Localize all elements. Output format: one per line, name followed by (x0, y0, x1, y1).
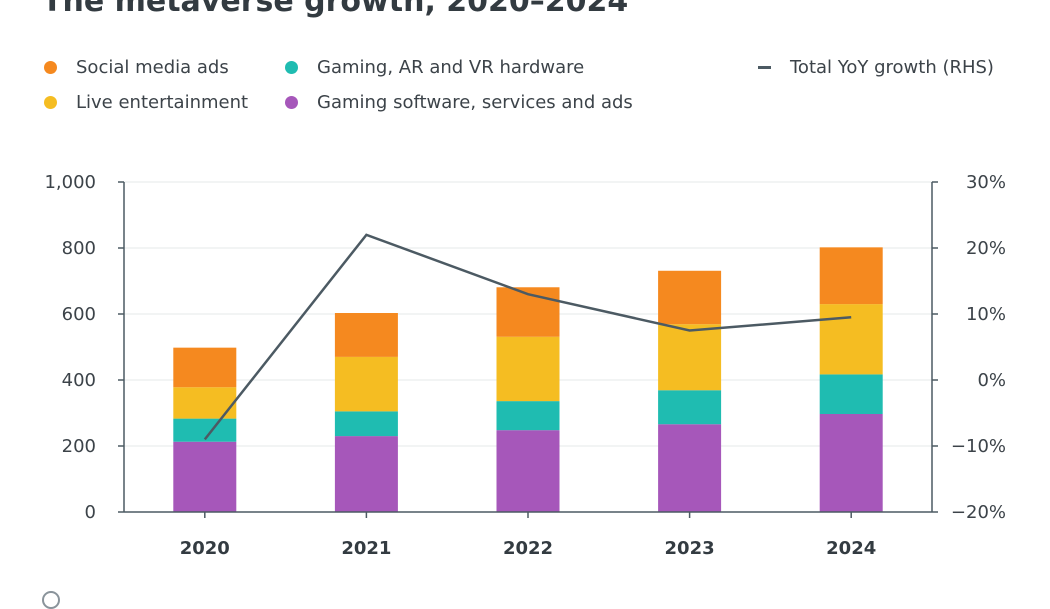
legend-item-gaming-software: Gaming software, services and ads (285, 92, 633, 113)
legend-item-social-media-ads: Social media ads (44, 57, 229, 78)
legend-swatch (285, 61, 298, 74)
bar-segment (496, 430, 560, 512)
bar-segment (658, 270, 722, 325)
x-tick-label: 2023 (665, 538, 715, 559)
legend-label: Social media ads (76, 57, 229, 78)
bar-segment (334, 436, 398, 512)
y2-tick-label: −10% (951, 436, 1006, 457)
legend-line-swatch (758, 66, 771, 69)
bar-segment (173, 347, 237, 388)
y-tick-label: 600 (62, 304, 96, 325)
y2-tick-label: −20% (951, 502, 1006, 523)
x-tick-label: 2021 (341, 538, 391, 559)
y-tick-label: 400 (62, 370, 96, 391)
y-tick-label: 200 (62, 436, 96, 457)
bar-segment (819, 304, 883, 375)
y2-tick-label: 0% (977, 370, 1006, 391)
bar-segment (819, 247, 883, 305)
y-tick-label: 0 (85, 502, 96, 523)
bar-segment (658, 324, 722, 391)
y2-tick-label: 20% (966, 238, 1006, 259)
bar-segment (658, 424, 722, 512)
legend-swatch (285, 96, 298, 109)
bar-segment (173, 418, 237, 442)
bar-segment (496, 287, 560, 337)
legend-item-live-entertainment: Live entertainment (44, 92, 248, 113)
bar-segment (173, 387, 237, 419)
bar-segment (334, 356, 398, 412)
bar-segment (819, 374, 883, 414)
x-tick-label: 2020 (180, 538, 230, 559)
legend-item-yoy-growth: Total YoY growth (RHS) (758, 57, 994, 78)
chart-title: The metaverse growth, 2020–2024 (42, 0, 629, 19)
bar-segment (819, 413, 883, 512)
legend-label: Total YoY growth (RHS) (790, 57, 994, 78)
bar-segment (334, 313, 398, 357)
legend-label: Gaming software, services and ads (317, 92, 633, 113)
source-icon (42, 591, 60, 609)
yoy-growth-line (203, 233, 852, 441)
bar-segment (658, 390, 722, 425)
legend-item-gaming-hardware: Gaming, AR and VR hardware (285, 57, 584, 78)
y-tick-label: 1,000 (44, 172, 96, 193)
y2-tick-label: 10% (966, 304, 1006, 325)
legend-swatch (44, 61, 57, 74)
y-tick-label: 800 (62, 238, 96, 259)
legend-label: Live entertainment (76, 92, 249, 113)
legend-label: Gaming, AR and VR hardware (317, 57, 585, 78)
bar-segment (496, 401, 560, 431)
y2-tick-label: 30% (966, 172, 1006, 193)
bar-segment (496, 336, 560, 402)
x-tick-label: 2024 (826, 538, 876, 559)
bar-segment (173, 441, 237, 512)
bar-segment (334, 411, 398, 437)
x-tick-label: 2022 (503, 538, 553, 559)
legend-swatch (44, 96, 57, 109)
